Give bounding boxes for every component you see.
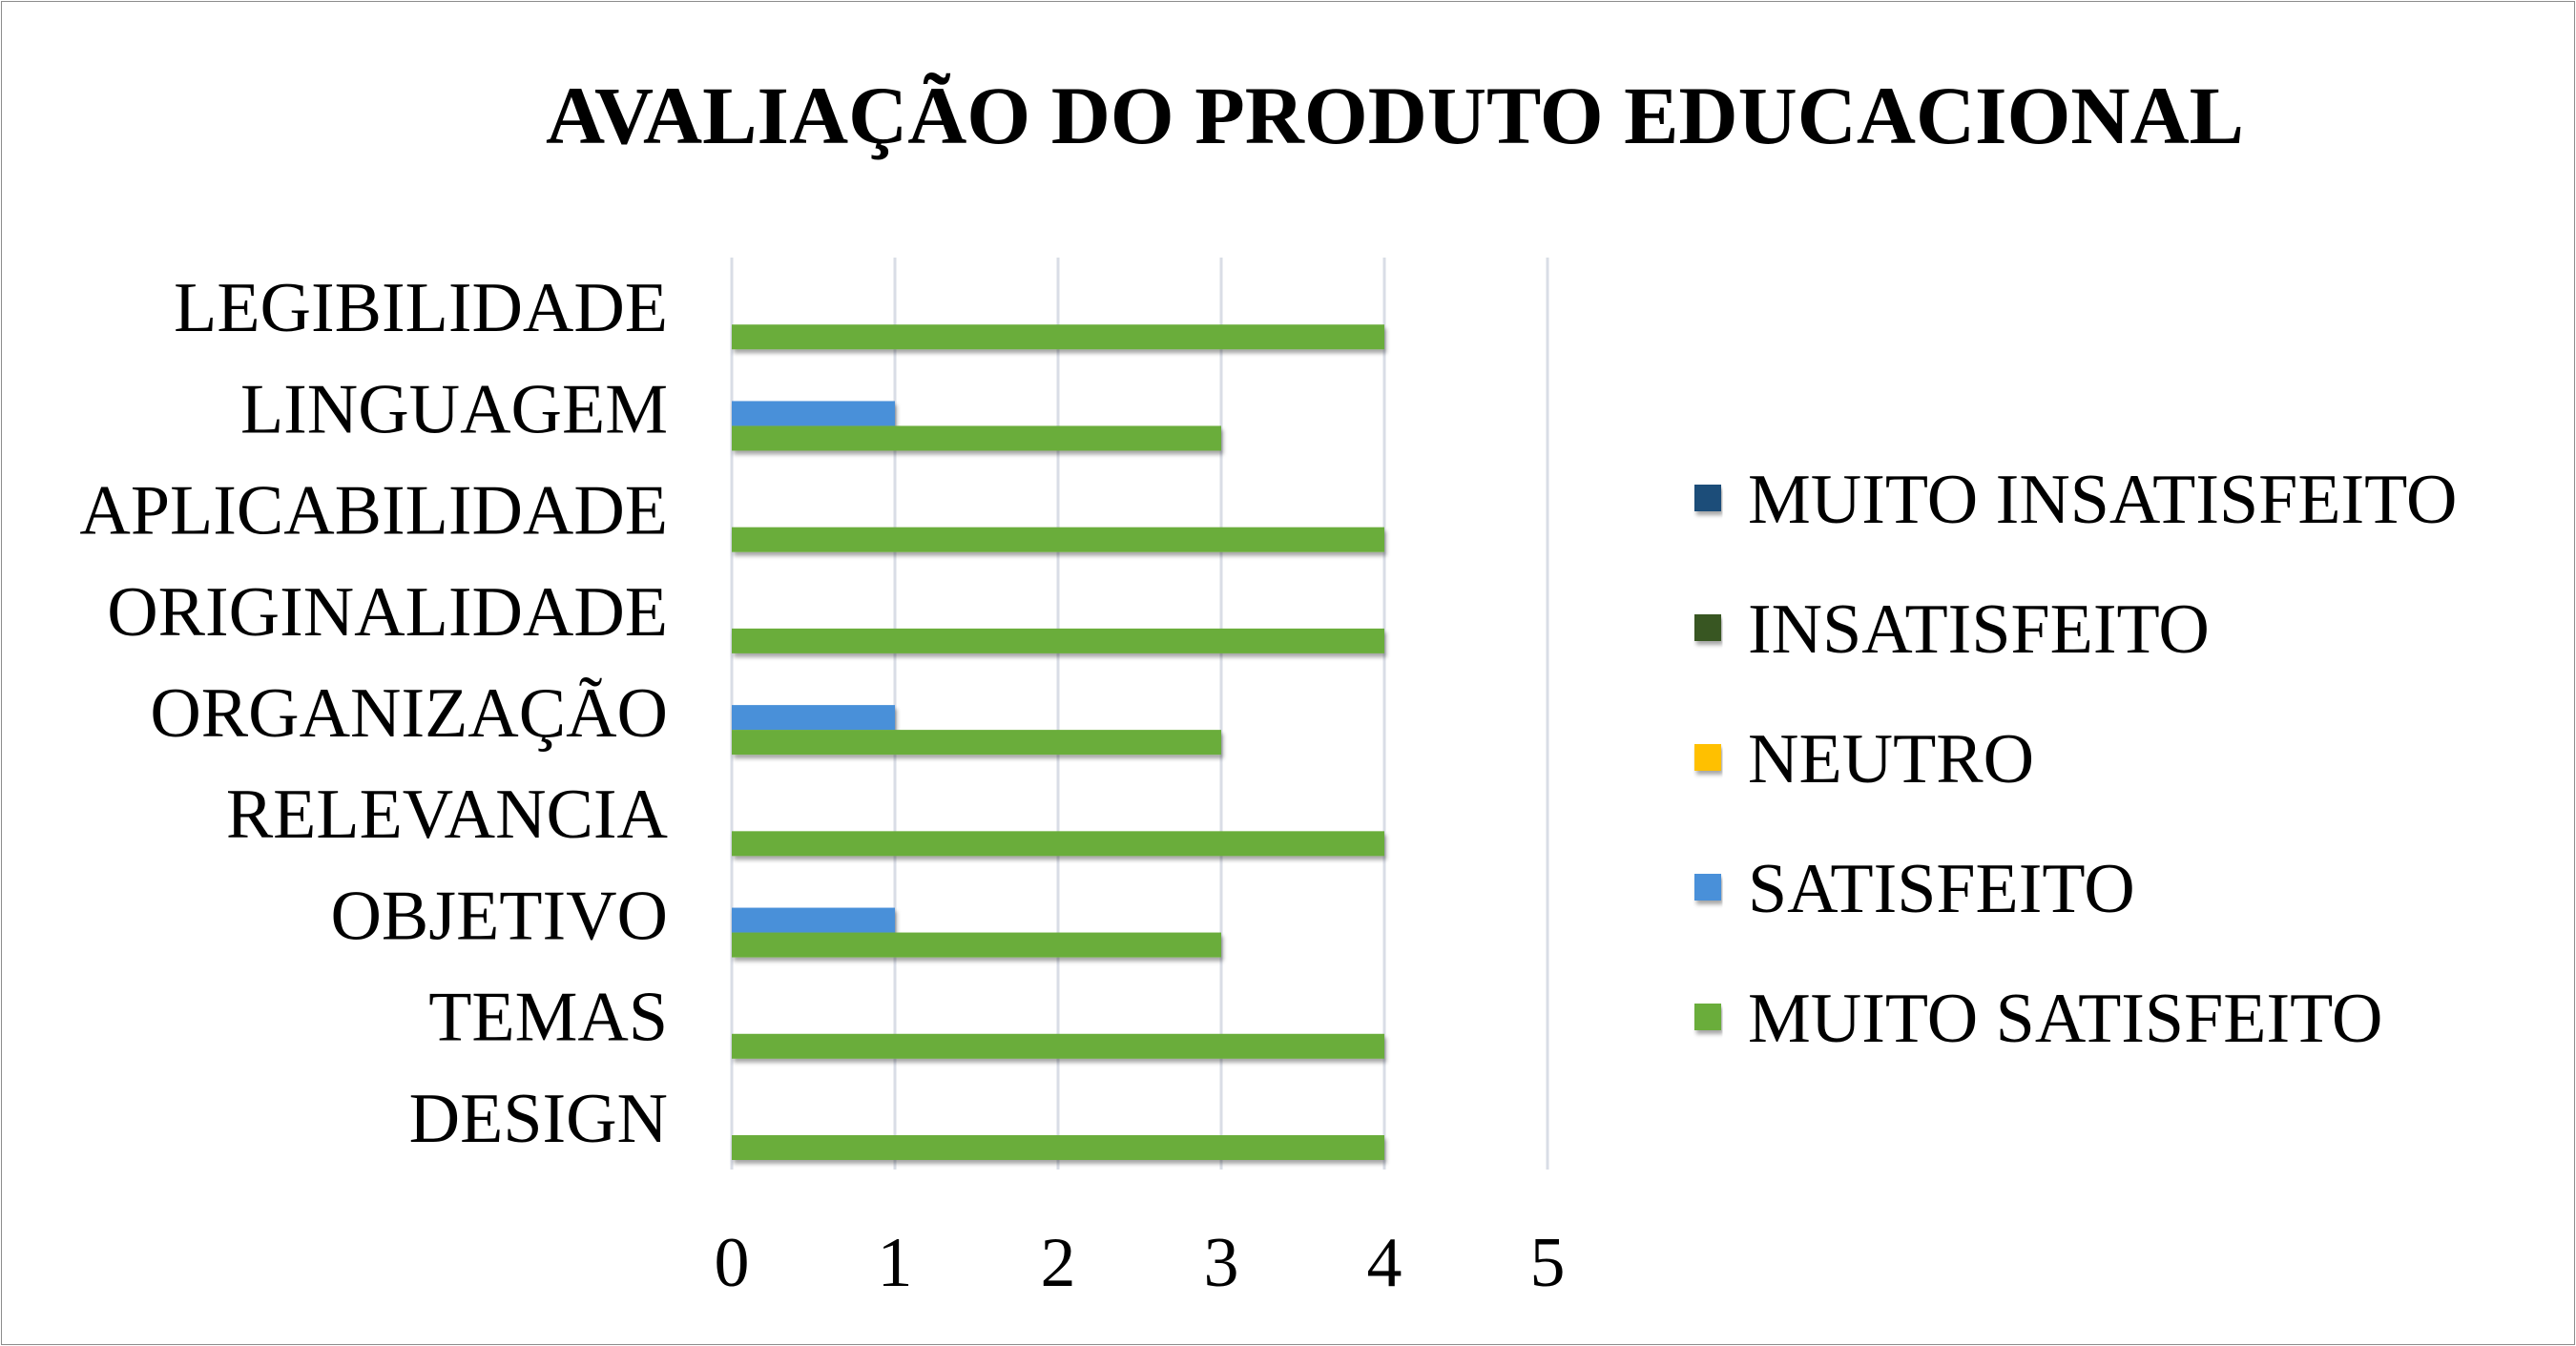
category-labels: DESIGN TEMAS OBJETIVO RELEVANCIA ORGANIZAÇÃO… [79, 269, 668, 1158]
legend-swatch [1694, 485, 1721, 511]
chart-title: AVALIAÇÃO DO PRODUTO EDUCACIONAL [546, 70, 2244, 161]
legend-label: MUITO INSATISFEITO [1748, 461, 2457, 539]
category-label: APLICABILIDADE [79, 472, 668, 550]
x-tick-label: 3 [1204, 1224, 1239, 1302]
x-tick-label: 2 [1041, 1224, 1076, 1302]
x-tick-label: 4 [1367, 1224, 1402, 1302]
legend: MUITO INSATISFEITO INSATISFEITO NEUTRO SATI… [1694, 461, 2457, 1058]
legend-swatch [1694, 874, 1721, 901]
bar [732, 831, 1384, 857]
legend-label: NEUTRO [1748, 720, 2034, 798]
category-label: ORIGINALIDADE [107, 573, 668, 652]
legend-label: MUITO SATISFEITO [1748, 980, 2382, 1058]
x-tick-label: 5 [1530, 1224, 1566, 1302]
legend-swatch [1694, 1004, 1721, 1030]
legend-swatch [1694, 744, 1721, 771]
bar [732, 425, 1221, 451]
bars [732, 324, 1384, 1160]
legend-label: INSATISFEITO [1748, 590, 2210, 669]
bar [732, 1033, 1384, 1059]
bar [732, 401, 895, 426]
x-tick-label: 0 [715, 1224, 750, 1302]
x-tick-label: 1 [878, 1224, 913, 1302]
legend-swatch [1694, 614, 1721, 641]
bar [732, 705, 895, 731]
bar [732, 907, 895, 933]
bar [732, 324, 1384, 350]
category-label: OBJETIVO [330, 877, 668, 955]
category-label: RELEVANCIA [226, 776, 668, 854]
category-label: DESIGN [409, 1080, 668, 1158]
bar [732, 1135, 1384, 1160]
legend-label: SATISFEITO [1748, 850, 2135, 928]
bar [732, 527, 1384, 552]
category-label: TEMAS [428, 979, 668, 1057]
bar [732, 730, 1221, 756]
category-label: LEGIBILIDADE [174, 269, 668, 347]
x-axis-tick-labels: 0 1 2 3 4 5 [715, 1224, 1566, 1302]
bar [732, 932, 1221, 958]
category-label: LINGUAGEM [240, 370, 668, 448]
category-label: ORGANIZAÇÃO [150, 674, 668, 753]
bar [732, 628, 1384, 653]
